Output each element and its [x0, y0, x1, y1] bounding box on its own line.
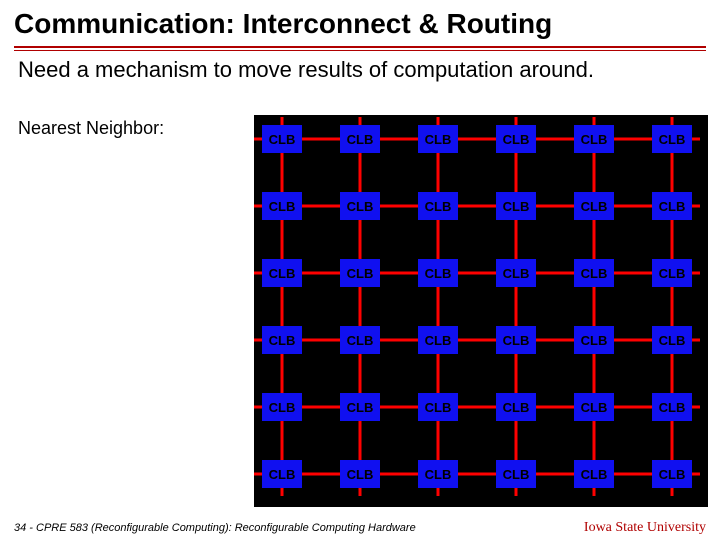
clb-cell: CLB — [340, 259, 380, 287]
clb-label: CLB — [503, 266, 530, 281]
clb-label: CLB — [503, 132, 530, 147]
clb-label: CLB — [581, 467, 608, 482]
clb-label: CLB — [425, 199, 452, 214]
clb-label: CLB — [347, 132, 374, 147]
clb-cell: CLB — [574, 460, 614, 488]
clb-cell: CLB — [418, 393, 458, 421]
clb-cell: CLB — [418, 326, 458, 354]
clb-label: CLB — [347, 400, 374, 415]
clb-label: CLB — [425, 132, 452, 147]
clb-label: CLB — [269, 467, 296, 482]
clb-label: CLB — [581, 132, 608, 147]
clb-label: CLB — [269, 132, 296, 147]
interconnect-links — [254, 115, 708, 507]
footer-right: Iowa State University — [584, 520, 706, 536]
clb-label: CLB — [425, 400, 452, 415]
clb-cell: CLB — [262, 460, 302, 488]
page-title: Communication: Interconnect & Routing — [0, 0, 720, 42]
clb-label: CLB — [269, 400, 296, 415]
clb-cell: CLB — [496, 460, 536, 488]
clb-cell: CLB — [574, 259, 614, 287]
clb-cell: CLB — [496, 259, 536, 287]
clb-cell: CLB — [496, 326, 536, 354]
clb-cell: CLB — [574, 326, 614, 354]
clb-label: CLB — [659, 266, 686, 281]
clb-cell: CLB — [574, 393, 614, 421]
clb-label: CLB — [581, 266, 608, 281]
clb-cell: CLB — [496, 192, 536, 220]
footer-left: 34 - CPRE 583 (Reconfigurable Computing)… — [14, 522, 584, 534]
clb-cell: CLB — [652, 460, 692, 488]
clb-label: CLB — [347, 266, 374, 281]
clb-cell: CLB — [652, 393, 692, 421]
clb-cell: CLB — [262, 326, 302, 354]
clb-cell: CLB — [652, 259, 692, 287]
clb-cell: CLB — [652, 192, 692, 220]
clb-label: CLB — [269, 333, 296, 348]
clb-cell: CLB — [340, 393, 380, 421]
clb-label: CLB — [581, 199, 608, 214]
clb-label: CLB — [659, 400, 686, 415]
clb-label: CLB — [503, 400, 530, 415]
clb-label: CLB — [425, 467, 452, 482]
nearest-neighbor-label: Nearest Neighbor: — [18, 118, 164, 139]
clb-label: CLB — [503, 199, 530, 214]
clb-label: CLB — [659, 333, 686, 348]
clb-label: CLB — [269, 266, 296, 281]
clb-label: CLB — [581, 400, 608, 415]
clb-cell: CLB — [652, 326, 692, 354]
clb-cell: CLB — [340, 125, 380, 153]
clb-label: CLB — [503, 467, 530, 482]
clb-label: CLB — [347, 467, 374, 482]
clb-cell: CLB — [496, 125, 536, 153]
clb-cell: CLB — [418, 125, 458, 153]
clb-cell: CLB — [418, 460, 458, 488]
clb-label: CLB — [347, 199, 374, 214]
clb-label: CLB — [425, 333, 452, 348]
clb-cell: CLB — [652, 125, 692, 153]
clb-label: CLB — [503, 333, 530, 348]
clb-label: CLB — [659, 199, 686, 214]
clb-cell: CLB — [574, 192, 614, 220]
clb-label: CLB — [581, 333, 608, 348]
clb-label: CLB — [347, 333, 374, 348]
slide: Communication: Interconnect & Routing Ne… — [0, 0, 720, 540]
clb-cell: CLB — [418, 192, 458, 220]
clb-cell: CLB — [418, 259, 458, 287]
clb-label: CLB — [659, 132, 686, 147]
clb-cell: CLB — [262, 259, 302, 287]
subtitle: Need a mechanism to move results of comp… — [0, 51, 720, 83]
clb-cell: CLB — [262, 393, 302, 421]
title-rule-top — [14, 46, 706, 48]
clb-label: CLB — [659, 467, 686, 482]
clb-label: CLB — [269, 199, 296, 214]
clb-cell: CLB — [340, 326, 380, 354]
clb-cell: CLB — [262, 125, 302, 153]
footer: 34 - CPRE 583 (Reconfigurable Computing)… — [0, 516, 720, 540]
clb-cell: CLB — [574, 125, 614, 153]
clb-cell: CLB — [340, 460, 380, 488]
clb-cell: CLB — [340, 192, 380, 220]
clb-cell: CLB — [262, 192, 302, 220]
clb-cell: CLB — [496, 393, 536, 421]
clb-grid-panel: CLB CLB CLB CLB CLB CLB CLB CLB CLB CLB CLB CLB CLB C… — [254, 115, 708, 507]
clb-label: CLB — [425, 266, 452, 281]
